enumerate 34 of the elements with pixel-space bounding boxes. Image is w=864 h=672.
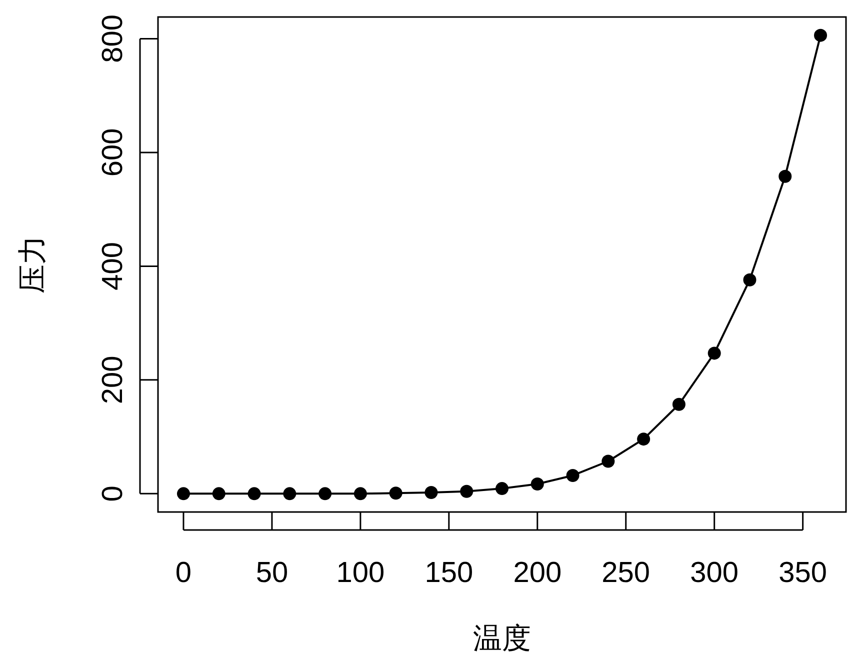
y-tick-label: 800 xyxy=(97,14,129,63)
y-tick-label: 0 xyxy=(97,486,129,502)
y-axis-title: 压力 xyxy=(15,236,49,294)
x-tick-label: 50 xyxy=(256,557,288,589)
point xyxy=(814,28,828,42)
point xyxy=(672,398,686,411)
point xyxy=(743,273,756,286)
x-tick-label: 150 xyxy=(424,557,474,589)
point xyxy=(248,487,261,500)
point xyxy=(424,486,438,500)
x-tick-label: 100 xyxy=(336,557,385,589)
point xyxy=(460,484,474,498)
point xyxy=(602,454,615,468)
point xyxy=(318,487,332,500)
point xyxy=(778,170,792,183)
point xyxy=(708,346,721,360)
x-tick-label: 300 xyxy=(690,557,739,589)
point xyxy=(283,487,296,500)
x-tick-label: 350 xyxy=(778,557,828,589)
x-tick-label: 0 xyxy=(175,557,192,589)
point xyxy=(176,487,190,500)
point xyxy=(212,487,226,500)
point xyxy=(496,482,508,496)
x-tick-label: 200 xyxy=(513,557,562,589)
point xyxy=(530,478,544,490)
point xyxy=(389,486,402,500)
x-axis-title: 温度 xyxy=(473,621,531,655)
point xyxy=(566,468,580,482)
point xyxy=(354,487,367,500)
y-tick-label: 200 xyxy=(97,356,129,404)
y-tick-label: 600 xyxy=(97,128,129,177)
point xyxy=(637,432,650,446)
x-tick-label: 250 xyxy=(602,557,650,589)
y-tick-label: 400 xyxy=(97,242,129,290)
